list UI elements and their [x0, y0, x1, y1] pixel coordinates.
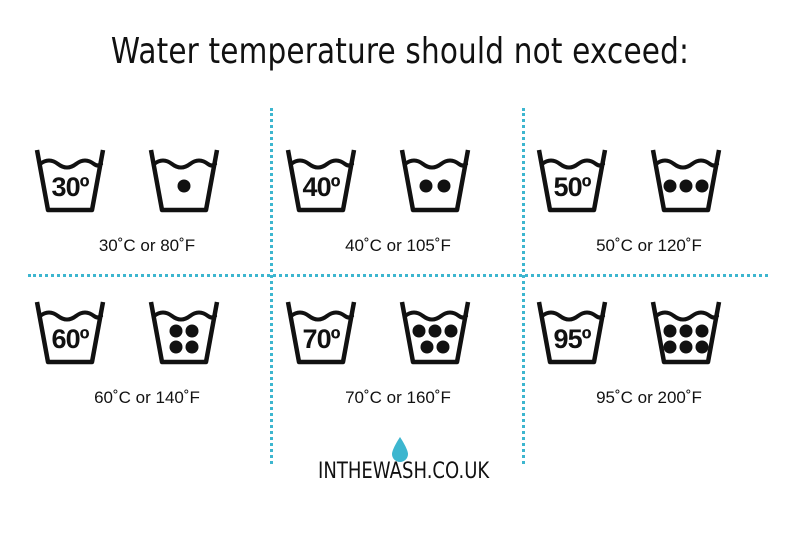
tub-temperature-label: 30º: [51, 172, 90, 202]
temperature-caption: 70˚C or 160˚F: [345, 388, 451, 407]
wash-tub-temperature-icon: 50º: [536, 148, 608, 214]
tub-temperature-label: 50º: [553, 172, 592, 202]
temperature-dot-icon: [663, 179, 677, 193]
water-line: [152, 310, 217, 322]
water-line: [540, 158, 605, 170]
tub-outline: [650, 149, 722, 213]
wash-tub-dots-icon: [399, 148, 471, 214]
wash-tub-temperature-icon: 95º: [536, 300, 608, 366]
tub-temperature-label: 40º: [302, 172, 341, 202]
wash-tub-icon: [399, 149, 471, 213]
temperature-dot-icon: [419, 179, 433, 193]
water-line: [38, 158, 103, 170]
tub-outline: [399, 149, 471, 213]
water-drop-icon: [392, 437, 408, 462]
wash-symbol-cell: 30º 30˚C or 80˚F: [22, 148, 272, 255]
wash-tub-icon: [34, 301, 106, 365]
wash-tub-icon: [34, 149, 106, 213]
temperature-dot-icon: [169, 340, 183, 354]
water-line: [152, 158, 217, 170]
temperature-dot-icon: [185, 340, 199, 354]
grid-divider-vertical-2: [522, 108, 525, 464]
temperature-dot-icon: [679, 340, 693, 354]
brand-name: INTHEWASH.CO.UK: [318, 459, 490, 484]
water-line: [403, 158, 468, 170]
tub-outline: [34, 149, 106, 213]
tub-outline: [148, 149, 220, 213]
water-line: [540, 310, 605, 322]
wash-tub-icon: [148, 301, 220, 365]
temperature-dot-icon: [663, 324, 677, 338]
wash-tub-icon: [285, 301, 357, 365]
wash-tub-icon: [536, 301, 608, 365]
wash-symbol-cell: 95º 95˚C or 200˚F: [524, 300, 774, 407]
temperature-dot-icon: [444, 324, 458, 338]
water-line: [289, 310, 354, 322]
temperature-dot-icon: [679, 179, 693, 193]
tub-outline: [536, 301, 608, 365]
temperature-dot-icon: [679, 324, 693, 338]
temperature-dot-icon: [169, 324, 183, 338]
tub-outline: [399, 301, 471, 365]
temperature-dot-icon: [412, 324, 426, 338]
wash-symbol-cell: 40º 40˚C or 105˚F: [273, 148, 523, 255]
temperature-dot-icon: [695, 340, 709, 354]
wash-tub-icon: [399, 301, 471, 365]
water-line: [38, 310, 103, 322]
wash-tub-icon: [285, 149, 357, 213]
wash-tub-icon: [650, 149, 722, 213]
grid-divider-horizontal: [28, 274, 768, 277]
water-line: [654, 158, 719, 170]
wash-tub-dots-icon: [148, 148, 220, 214]
water-line: [403, 310, 468, 322]
tub-temperature-label: 60º: [51, 324, 90, 354]
temperature-dot-icon: [420, 340, 434, 354]
wash-tub-dots-icon: [148, 300, 220, 366]
tub-outline: [650, 301, 722, 365]
wash-symbol-cell: 70º 70˚C or 160˚F: [273, 300, 523, 407]
tub-outline: [536, 149, 608, 213]
wash-tub-dots-icon: [650, 300, 722, 366]
temperature-dot-icon: [177, 179, 191, 193]
temperature-dot-icon: [436, 340, 450, 354]
temperature-dot-icon: [437, 179, 451, 193]
wash-tub-icon: [650, 301, 722, 365]
wash-symbol-cell: 60º 60˚C or 140˚F: [22, 300, 272, 407]
temperature-caption: 50˚C or 120˚F: [596, 236, 702, 255]
tub-outline: [285, 301, 357, 365]
wash-symbol-cell: 50º 50˚C or 120˚F: [524, 148, 774, 255]
tub-temperature-label: 70º: [302, 324, 341, 354]
grid-divider-vertical-1: [270, 108, 273, 464]
wash-tub-temperature-icon: 70º: [285, 300, 357, 366]
temperature-dot-icon: [695, 179, 709, 193]
tub-temperature-label: 95º: [553, 324, 592, 354]
wash-tub-dots-icon: [650, 148, 722, 214]
temperature-caption: 60˚C or 140˚F: [94, 388, 200, 407]
wash-tub-dots-icon: [399, 300, 471, 366]
temperature-caption: 95˚C or 200˚F: [596, 388, 702, 407]
tub-outline: [285, 149, 357, 213]
temperature-caption: 40˚C or 105˚F: [345, 236, 451, 255]
tub-outline: [34, 301, 106, 365]
temperature-caption: 30˚C or 80˚F: [98, 236, 196, 255]
page-title: Water temperature should not exceed:: [110, 31, 690, 72]
wash-tub-temperature-icon: 40º: [285, 148, 357, 214]
temperature-dot-icon: [663, 340, 677, 354]
temperature-dot-icon: [428, 324, 442, 338]
tub-outline: [148, 301, 220, 365]
wash-tub-temperature-icon: 60º: [34, 300, 106, 366]
water-line: [289, 158, 354, 170]
wash-tub-icon: [148, 149, 220, 213]
wash-tub-icon: [536, 149, 608, 213]
temperature-dot-icon: [695, 324, 709, 338]
temperature-dot-icon: [185, 324, 199, 338]
wash-tub-temperature-icon: 30º: [34, 148, 106, 214]
water-line: [654, 310, 719, 322]
